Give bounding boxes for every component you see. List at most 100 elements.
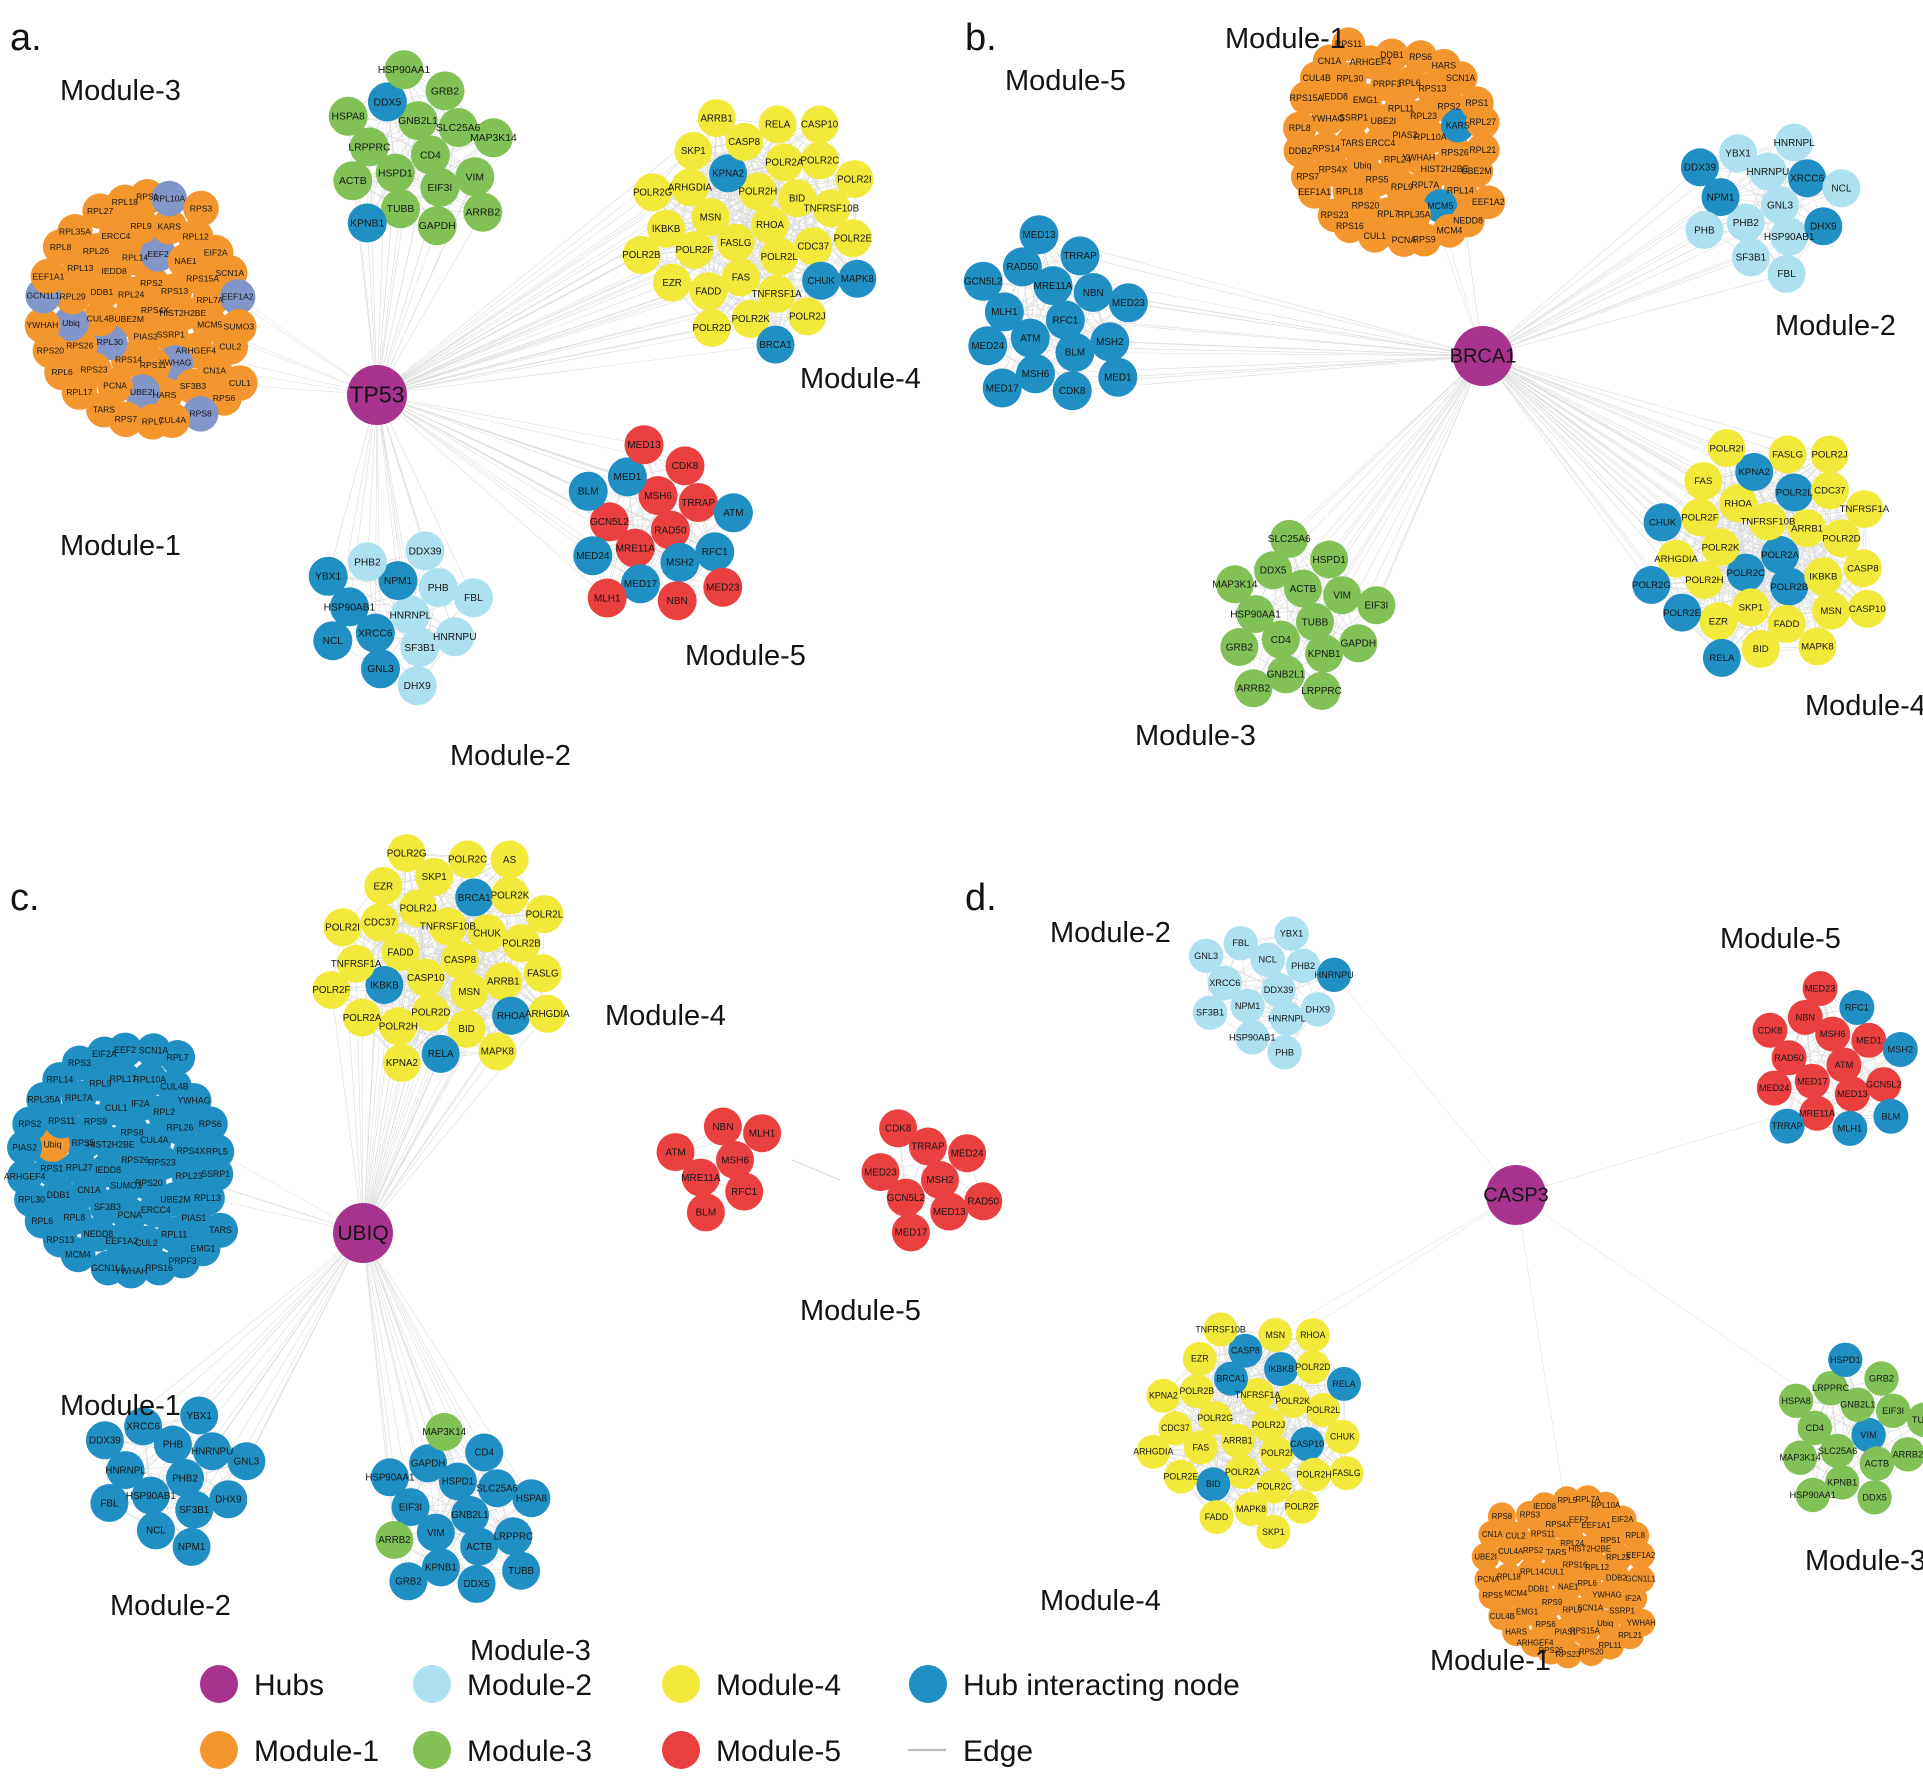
svg-text:RFC1: RFC1 [1845,1003,1869,1013]
svg-text:MRE11A: MRE11A [681,1173,721,1184]
svg-text:SCN1A: SCN1A [1446,73,1475,83]
svg-text:POLR2G: POLR2G [1632,580,1671,591]
svg-text:RPS26: RPS26 [121,1155,149,1165]
svg-text:RAD50: RAD50 [1006,262,1038,273]
svg-text:RPS23: RPS23 [1321,210,1349,220]
svg-text:IF2A: IF2A [1625,1594,1642,1603]
svg-text:YWHAG: YWHAG [177,1095,210,1105]
svg-text:Module-1: Module-1 [254,1735,379,1768]
svg-text:POLR2K: POLR2K [1702,542,1740,553]
svg-text:MLH1: MLH1 [749,1129,776,1140]
svg-text:Module-4: Module-4 [605,1000,726,1032]
svg-text:ACTB: ACTB [339,176,367,187]
svg-text:Module-2: Module-2 [1050,917,1171,949]
svg-text:BID: BID [1753,644,1769,655]
svg-text:VIM: VIM [427,1528,444,1539]
svg-text:RPS20: RPS20 [1579,1648,1604,1657]
svg-text:TARS: TARS [1546,1548,1566,1557]
svg-text:RPL12: RPL12 [1585,1563,1609,1572]
svg-text:DDX39: DDX39 [1264,985,1294,995]
svg-text:RPS26: RPS26 [66,341,93,351]
svg-text:Module-5: Module-5 [716,1735,841,1768]
svg-text:DDX5: DDX5 [464,1579,490,1590]
svg-text:NBN: NBN [667,596,688,607]
svg-text:POLR2G: POLR2G [387,848,427,859]
svg-text:Module-1: Module-1 [60,1390,181,1422]
svg-text:MSH6: MSH6 [1022,369,1050,380]
svg-text:FAS: FAS [732,273,751,284]
svg-text:CASP8: CASP8 [1231,1346,1260,1356]
svg-text:FAS: FAS [1694,476,1712,487]
svg-text:SUMO3: SUMO3 [224,322,255,332]
svg-text:RPS11: RPS11 [48,1116,75,1126]
svg-text:POLR2B: POLR2B [622,250,660,261]
svg-text:POLR2D: POLR2D [1822,533,1860,544]
svg-text:HNRNPL: HNRNPL [1268,1014,1306,1024]
svg-text:TNFRSF10B: TNFRSF10B [1740,517,1795,528]
svg-text:EIF3I: EIF3I [427,183,452,194]
svg-text:POLR2B: POLR2B [1770,582,1808,593]
svg-text:DDB2: DDB2 [1289,146,1313,156]
svg-text:VIM: VIM [466,172,484,183]
svg-text:EEF1A1: EEF1A1 [1298,187,1331,197]
svg-text:BLM: BLM [1881,1111,1900,1121]
svg-text:CDC37: CDC37 [364,918,396,929]
svg-text:RPL10A: RPL10A [1414,132,1447,142]
svg-text:PIAS1: PIAS1 [1555,1627,1577,1636]
svg-text:POLR2L: POLR2L [1776,488,1813,499]
svg-text:GCN5L2: GCN5L2 [590,517,629,528]
svg-text:EMG1: EMG1 [190,1244,215,1254]
svg-text:POLR2C: POLR2C [448,855,487,866]
svg-text:EZR: EZR [1709,617,1728,628]
svg-text:PHB2: PHB2 [172,1473,198,1484]
svg-text:POLR2K: POLR2K [732,314,771,325]
svg-text:GCN1L1: GCN1L1 [26,291,60,301]
svg-text:ARRB1: ARRB1 [700,113,732,124]
svg-text:FADD: FADD [387,947,413,958]
svg-text:EMG1: EMG1 [1353,95,1378,105]
svg-text:CUL4A: CUL4A [140,1135,168,1145]
svg-text:RPL7: RPL7 [167,1052,189,1062]
svg-text:TNFRSF1A: TNFRSF1A [752,289,803,300]
svg-text:EIF3I: EIF3I [1882,1406,1904,1416]
svg-text:ERCC4: ERCC4 [101,231,130,241]
svg-text:CUL2: CUL2 [1506,1531,1526,1540]
svg-text:XRCC6: XRCC6 [1209,978,1240,988]
svg-text:RPL30: RPL30 [18,1195,45,1205]
svg-text:RHOA: RHOA [497,1011,526,1022]
svg-text:IKBKB: IKBKB [652,224,681,235]
svg-text:RPL27: RPL27 [87,206,113,216]
svg-text:NPM1: NPM1 [178,1542,206,1553]
svg-text:RPS23: RPS23 [148,1158,176,1168]
svg-text:POLR2F: POLR2F [676,245,714,256]
svg-text:NBN: NBN [712,1122,733,1133]
svg-text:CN1A: CN1A [1318,56,1342,66]
svg-text:MED23: MED23 [864,1167,897,1178]
svg-text:ACTB: ACTB [466,1542,492,1553]
svg-text:MCM4: MCM4 [65,1250,91,1260]
svg-text:SSRP1: SSRP1 [157,329,185,339]
svg-text:UBE2I: UBE2I [1474,1552,1497,1561]
svg-text:POLR2L: POLR2L [1306,1405,1340,1415]
svg-text:MSN: MSN [458,987,480,998]
svg-text:PCNA: PCNA [1478,1575,1500,1584]
svg-text:FADD: FADD [1205,1512,1228,1522]
svg-text:EEF1A1: EEF1A1 [1582,1521,1611,1530]
svg-text:CUL4B: CUL4B [1303,73,1331,83]
svg-text:TNFRSF1A: TNFRSF1A [331,959,382,970]
svg-text:GNB2L1: GNB2L1 [1267,670,1306,681]
svg-text:PHB: PHB [163,1440,184,1451]
svg-text:ARHGEF4: ARHGEF4 [176,345,217,355]
svg-text:MED24: MED24 [971,341,1004,352]
svg-text:IEDD8: IEDD8 [95,1165,121,1175]
svg-text:CUL1: CUL1 [229,378,251,388]
svg-text:CHUK: CHUK [807,276,835,287]
svg-text:RPS6: RPS6 [1409,52,1432,62]
svg-text:Module-5: Module-5 [800,1295,921,1327]
svg-text:MLH1: MLH1 [594,593,621,604]
svg-text:MED17: MED17 [1797,1076,1828,1086]
svg-text:HSP90AB1: HSP90AB1 [1764,232,1815,243]
svg-text:MED13: MED13 [933,1207,966,1218]
svg-text:HSPD1: HSPD1 [442,1477,474,1488]
svg-text:MED23: MED23 [706,583,740,594]
